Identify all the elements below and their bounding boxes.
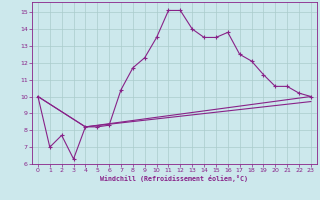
X-axis label: Windchill (Refroidissement éolien,°C): Windchill (Refroidissement éolien,°C) <box>100 175 248 182</box>
